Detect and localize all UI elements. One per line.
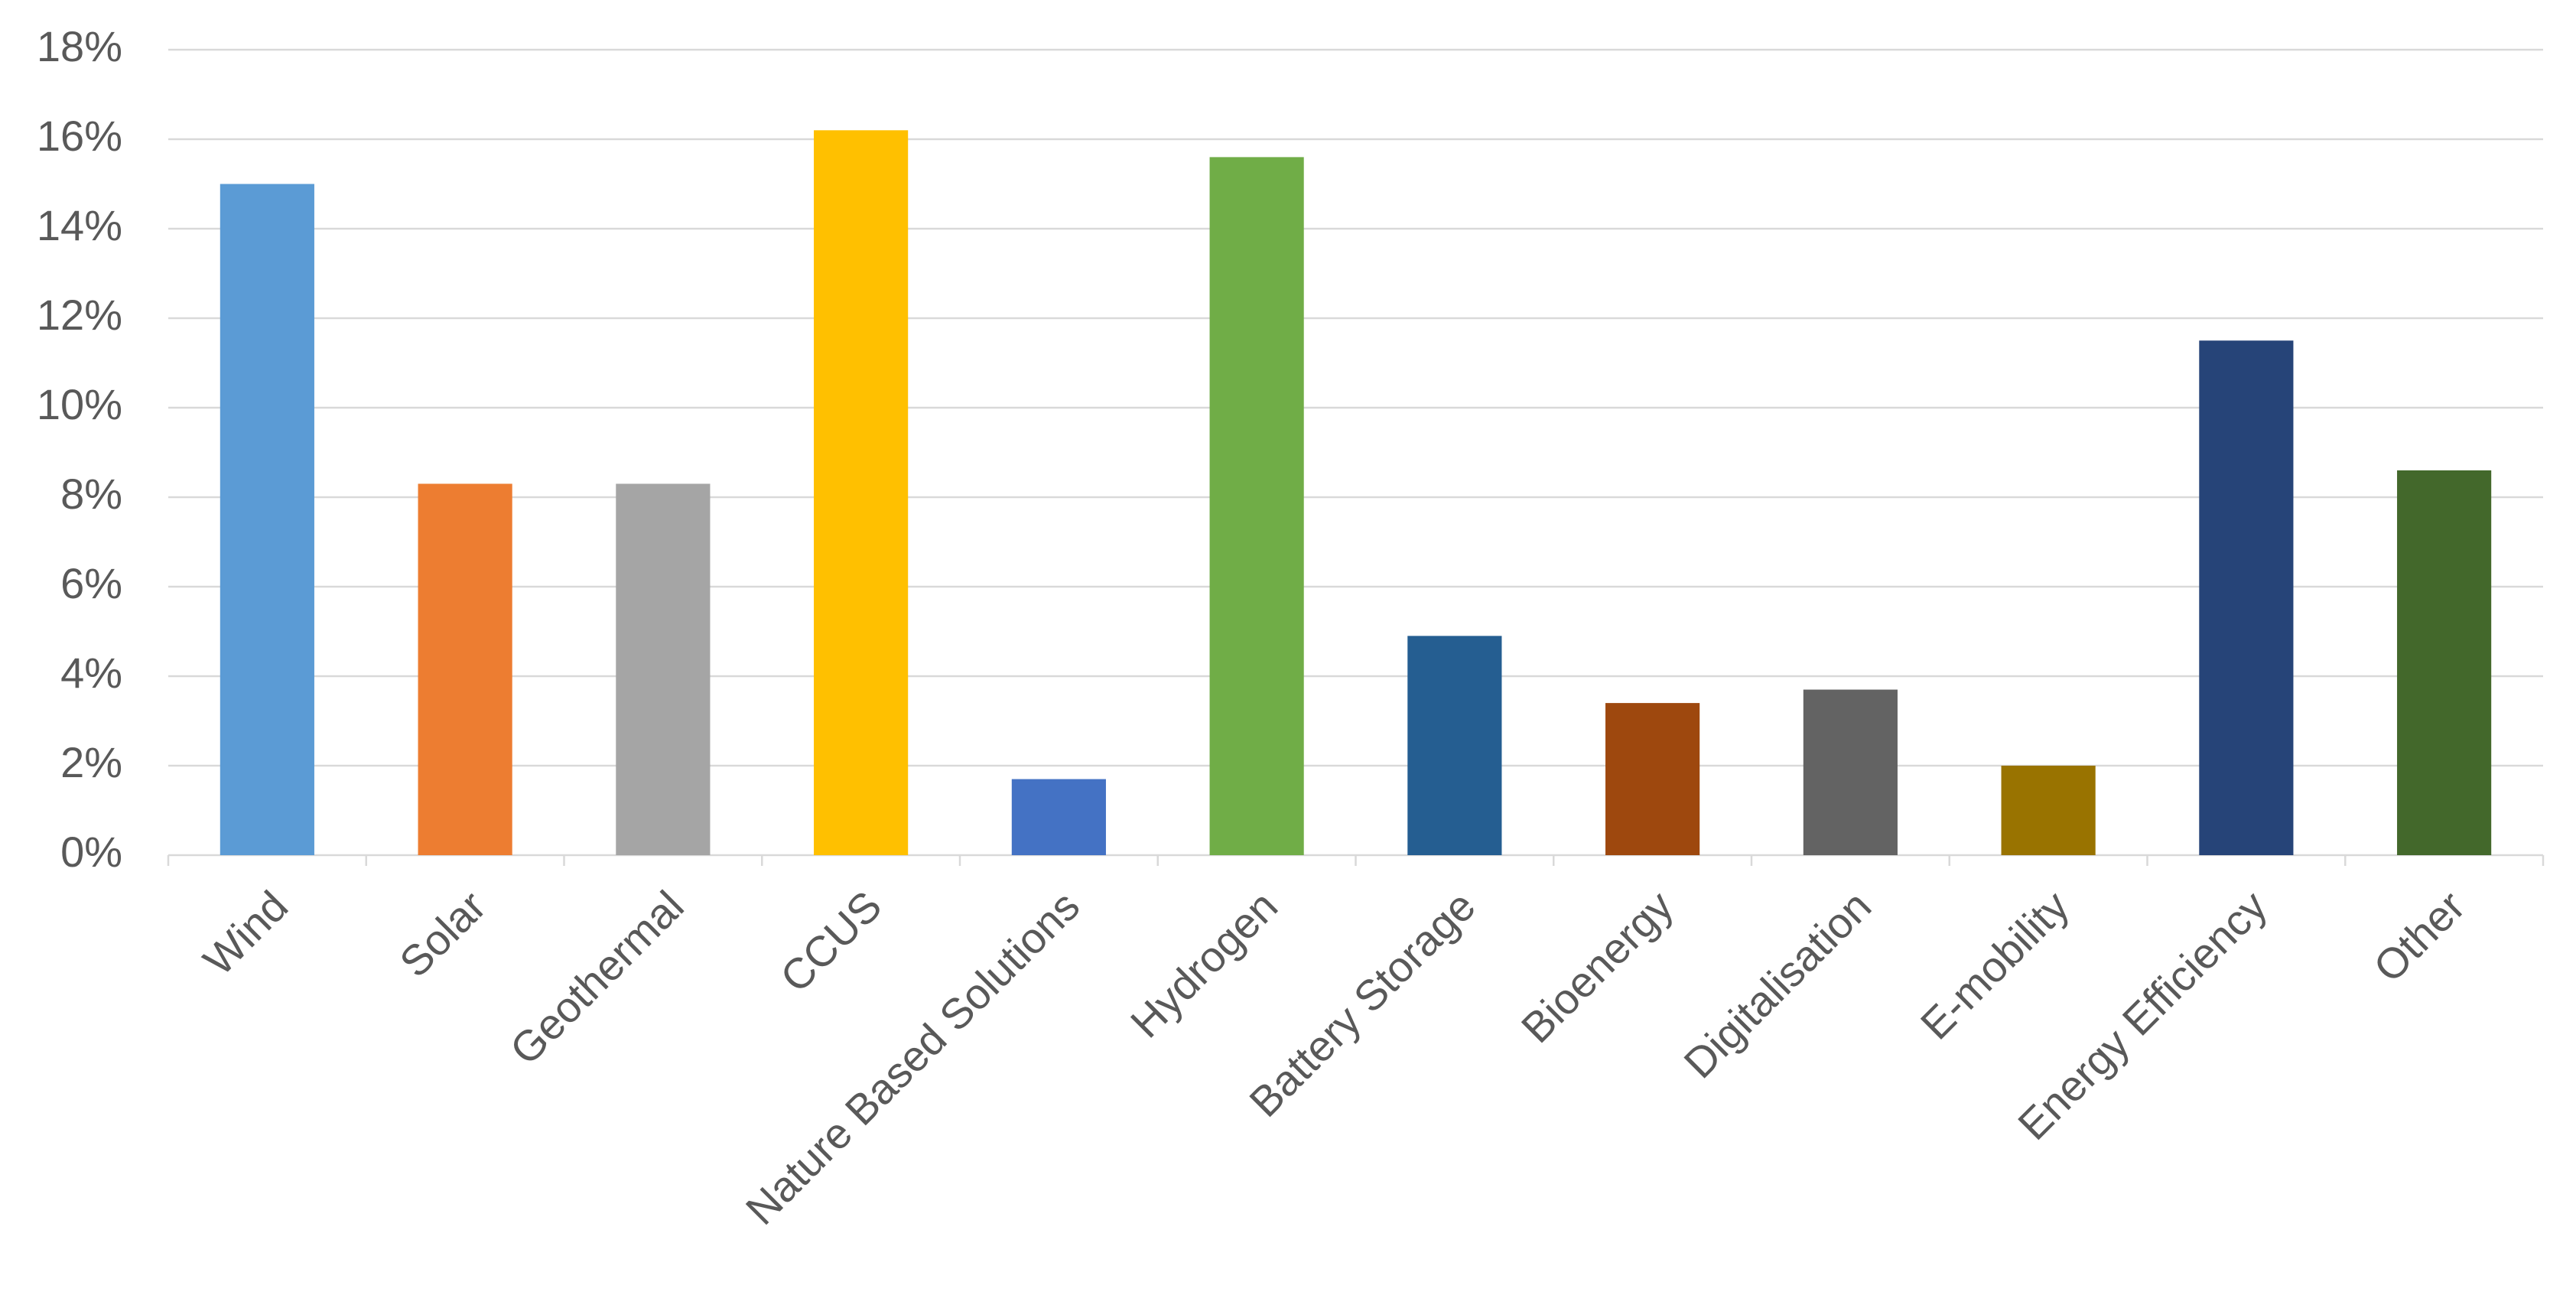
bar — [418, 483, 512, 855]
y-tick-label: 16% — [37, 112, 122, 160]
bar — [616, 483, 711, 855]
y-tick-label: 10% — [37, 380, 122, 428]
x-tick-label: Solar — [390, 881, 495, 986]
y-tick-label: 4% — [60, 649, 122, 697]
y-tick-label: 14% — [37, 201, 122, 249]
bar — [1407, 636, 1502, 855]
x-tick-label: E-mobility — [1911, 881, 2078, 1048]
y-tick-label: 8% — [60, 470, 122, 518]
bar — [1209, 157, 1304, 855]
x-tick-label: Wind — [194, 881, 298, 984]
x-tick-label: Digitalisation — [1674, 881, 1880, 1087]
y-tick-label: 18% — [37, 22, 122, 70]
bar — [2001, 766, 2096, 855]
x-tick-label: CCUS — [771, 881, 891, 1001]
bar — [1605, 703, 1700, 855]
x-tick-label: Nature Based Solutions — [737, 881, 1089, 1234]
y-tick-label: 6% — [60, 559, 122, 607]
bar — [2199, 340, 2294, 855]
x-tick-label: Bioenergy — [1512, 881, 1683, 1052]
x-tick-label: Other — [2364, 881, 2474, 991]
bar — [2397, 470, 2492, 855]
y-tick-label: 12% — [37, 291, 122, 339]
bar — [814, 130, 909, 856]
y-tick-label: 0% — [60, 828, 122, 876]
bar — [1011, 779, 1106, 855]
bar — [1803, 689, 1898, 855]
bar — [220, 184, 314, 855]
y-tick-label: 2% — [60, 738, 122, 786]
x-tick-label: Hydrogen — [1121, 881, 1286, 1046]
x-tick-label: Geothermal — [500, 881, 692, 1073]
